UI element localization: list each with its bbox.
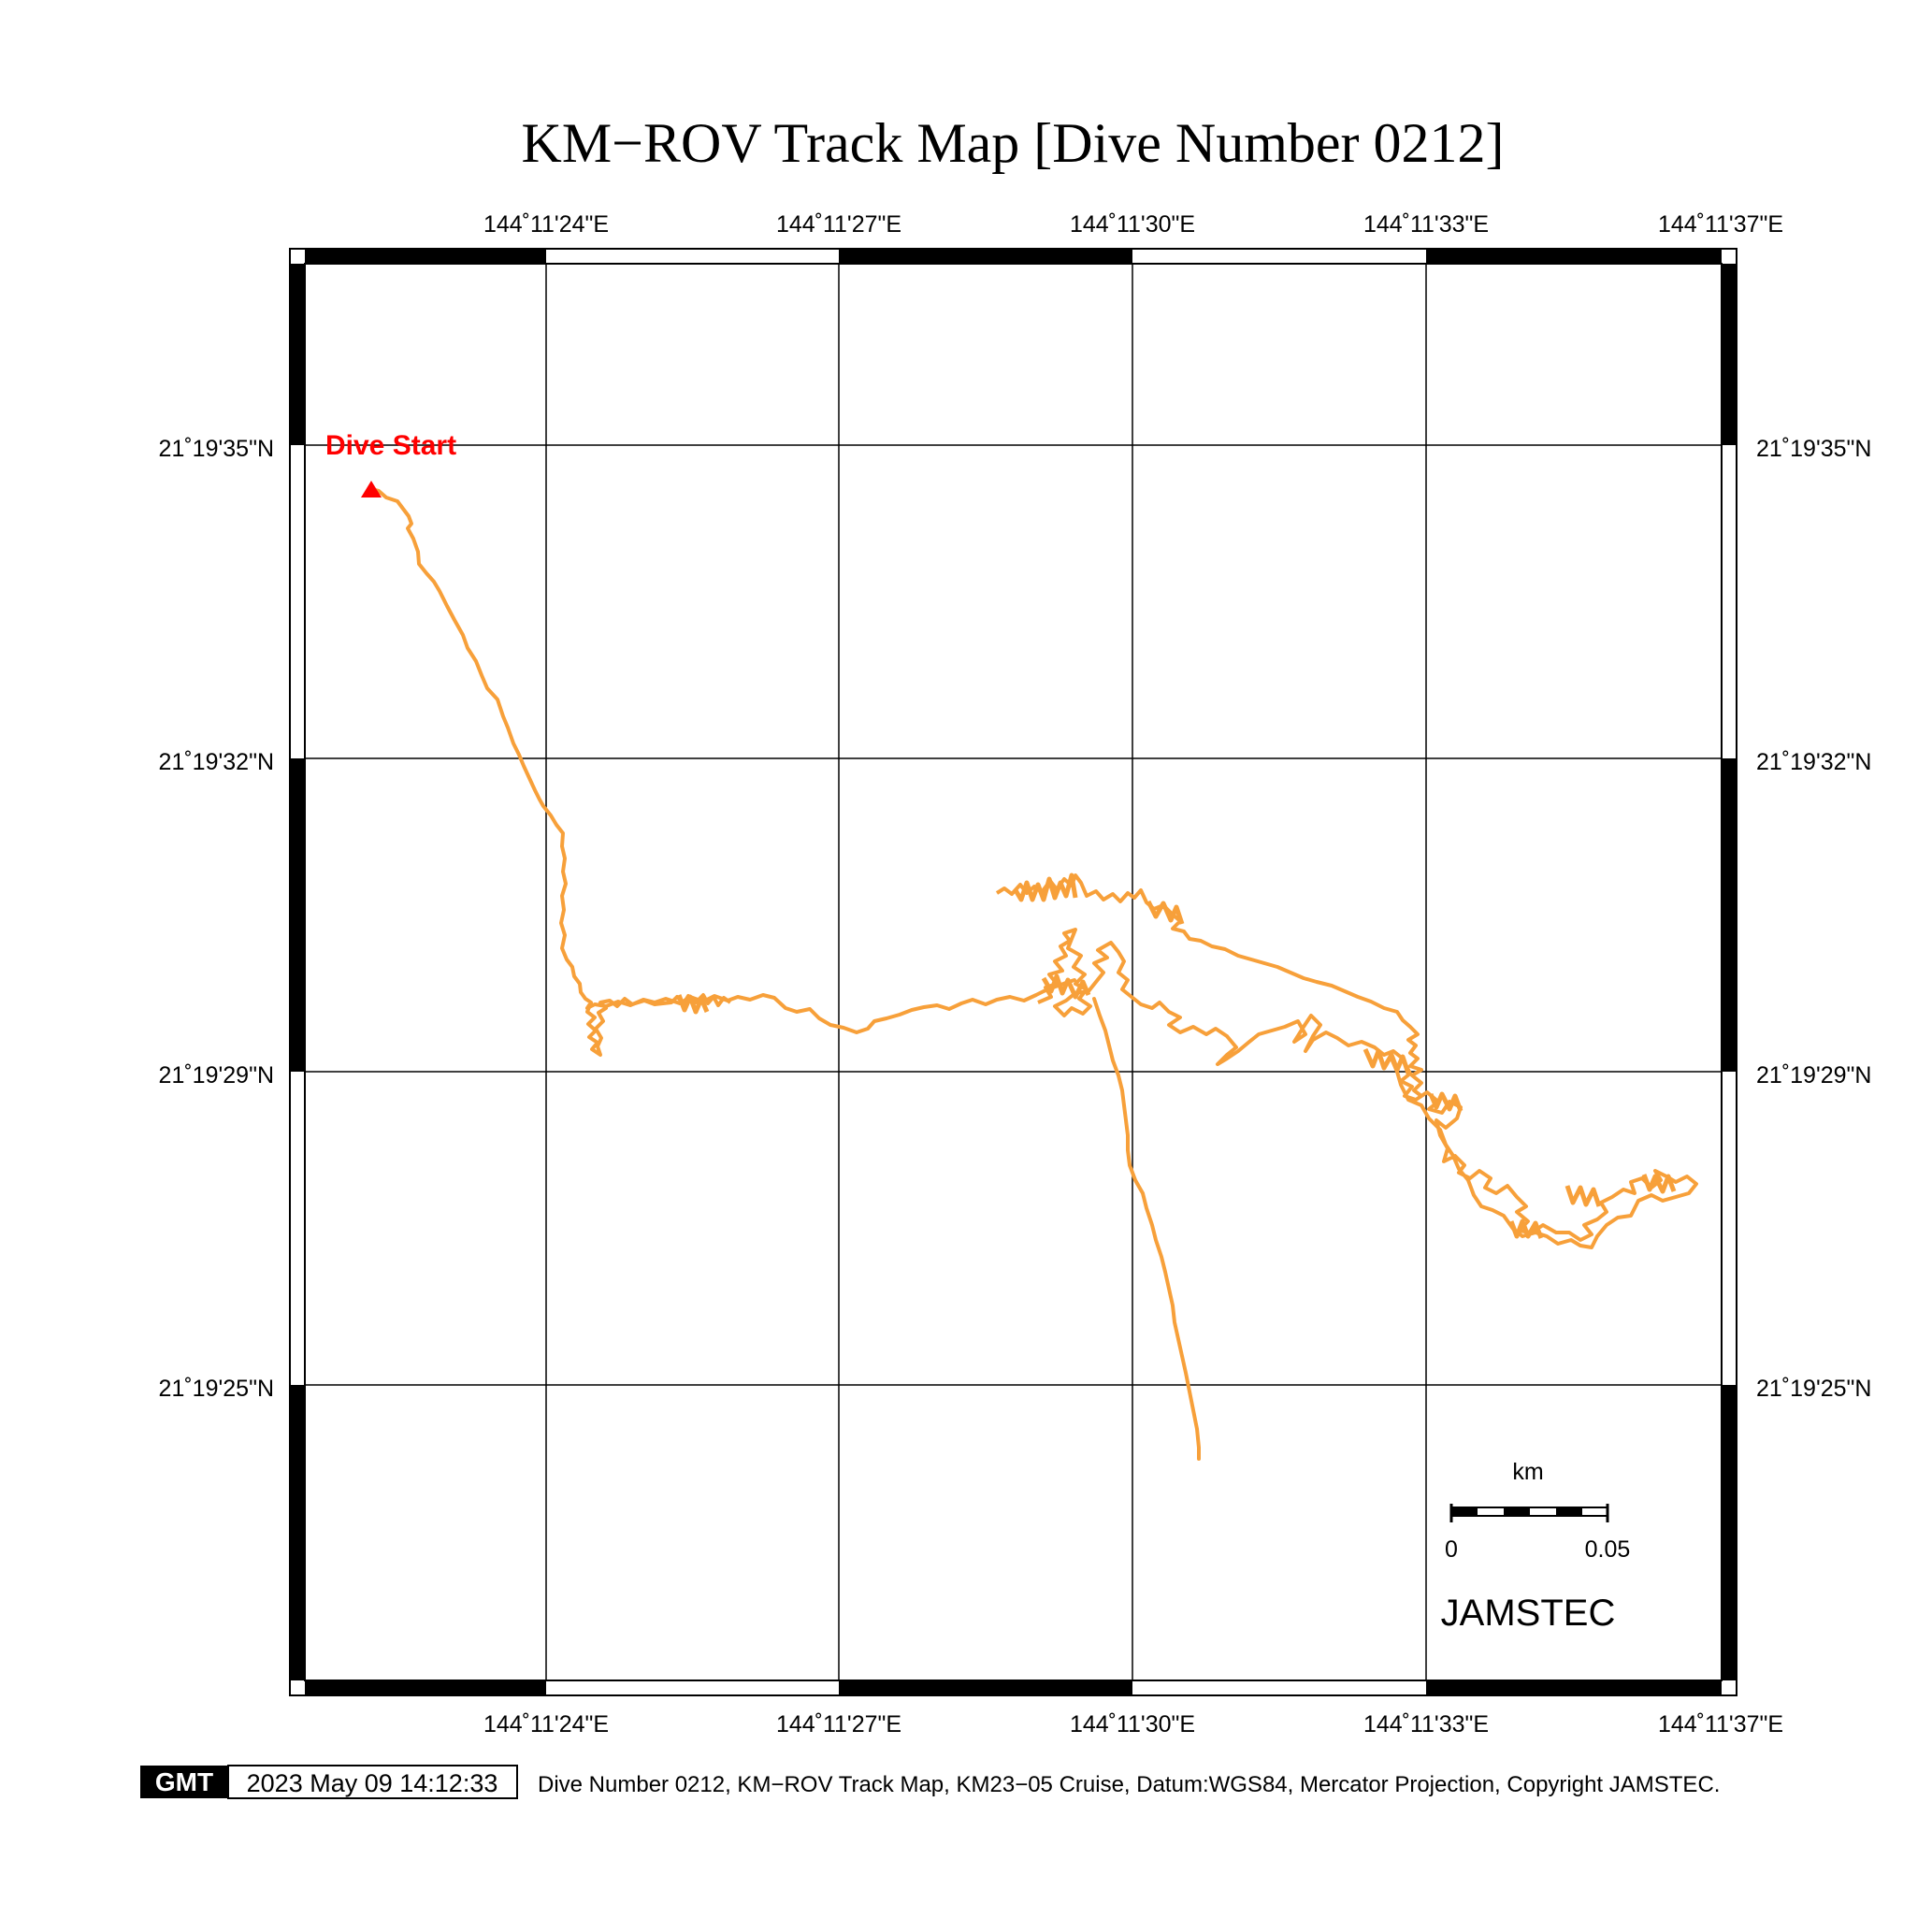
lat-label-right: 21˚19'35"N [1756, 436, 1871, 462]
lon-label-top: 144˚11'24"E [483, 211, 609, 238]
lon-label-bottom: 144˚11'33"E [1363, 1711, 1489, 1737]
lon-label-top: 144˚11'33"E [1363, 211, 1489, 238]
gmt-logo-text: GMT [155, 1767, 213, 1796]
lat-label-left: 21˚19'29"N [159, 1062, 274, 1089]
rov-track-southern-leg [1092, 997, 1201, 1461]
rov-track-line [369, 487, 1076, 1034]
lon-label-top: 144˚11'37"E [1658, 211, 1783, 238]
lat-label-right: 21˚19'29"N [1756, 1062, 1871, 1089]
map-frame [289, 248, 1737, 1696]
footer-caption: Dive Number 0212, KM−ROV Track Map, KM23… [538, 1772, 1720, 1797]
footer: GMT 2023 May 09 14:12:33 Dive Number 021… [140, 1765, 1720, 1799]
rov-track-jitter [676, 872, 1677, 1239]
rov-track-cluster-central [1037, 928, 1405, 1066]
organization-label: JAMSTEC [1441, 1593, 1616, 1634]
lat-label-left: 21˚19'32"N [159, 749, 274, 775]
lon-label-top: 144˚11'30"E [1070, 211, 1195, 238]
lon-label-bottom: 144˚11'37"E [1658, 1711, 1783, 1737]
scale-bar-start: 0 [1445, 1536, 1458, 1563]
dive-start-marker [361, 481, 382, 497]
dive-start-label: Dive Start [325, 430, 456, 461]
lon-label-bottom: 144˚11'27"E [776, 1711, 901, 1737]
frame-bar-right [1722, 264, 1737, 445]
lon-label-bottom: 144˚11'30"E [1070, 1711, 1195, 1737]
rov-track-cluster-east [1390, 1058, 1698, 1249]
graticule [305, 264, 1722, 1680]
lat-label-right: 21˚19'32"N [1756, 749, 1871, 775]
frame-bar-bottom [305, 1680, 546, 1695]
map-title: KM−ROV Track Map [Dive Number 0212] [522, 112, 1505, 174]
scale-bar: km 0 0.05 [1445, 1459, 1630, 1563]
scale-bar-end: 0.05 [1585, 1536, 1631, 1563]
footer-timestamp: 2023 May 09 14:12:33 [247, 1769, 498, 1797]
lon-label-top: 144˚11'27"E [776, 211, 901, 238]
frame-bar-left [290, 264, 305, 445]
gmt-logo [140, 1766, 228, 1798]
lat-label-left: 21˚19'35"N [159, 436, 274, 462]
frame-bar-top [305, 249, 546, 264]
scale-bar-unit: km [1512, 1459, 1543, 1485]
lat-label-left: 21˚19'25"N [159, 1376, 274, 1402]
lon-label-bottom: 144˚11'24"E [483, 1711, 609, 1737]
lat-label-right: 21˚19'25"N [1756, 1376, 1871, 1402]
